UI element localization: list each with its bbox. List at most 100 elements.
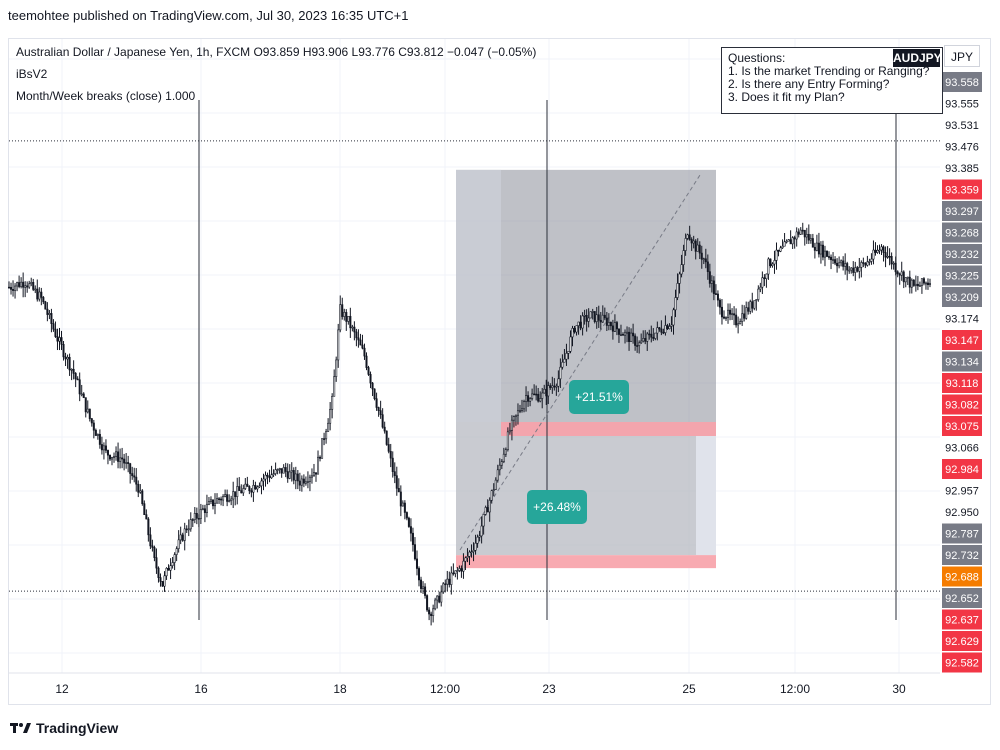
candle-body: [222, 496, 225, 501]
candle-body: [720, 306, 723, 318]
candle-body: [498, 464, 501, 471]
gain-annotation-bubble[interactable]: [569, 380, 629, 414]
candle-body: [102, 445, 105, 451]
candle-body: [407, 517, 410, 527]
candle-body: [801, 229, 804, 232]
gain-annotation-bubble[interactable]: [527, 490, 587, 524]
time-tick-label: 16: [194, 682, 208, 696]
candle-body: [444, 583, 447, 586]
candle-body: [607, 322, 610, 326]
candle-body: [787, 239, 790, 242]
candle-body: [387, 444, 390, 452]
candle-body: [741, 313, 744, 322]
candle-body: [220, 498, 223, 501]
candle-body: [599, 319, 602, 323]
candle-body: [310, 475, 313, 478]
candle-body: [244, 483, 247, 489]
currency-button[interactable]: JPY: [944, 45, 980, 67]
candle-body: [518, 409, 522, 412]
candle-body: [789, 239, 792, 245]
candle-body: [700, 252, 703, 260]
stop-loss-zone-1[interactable]: [501, 422, 716, 436]
candle-body: [533, 393, 536, 396]
candle-body: [880, 246, 883, 251]
price-label: 93.066: [945, 443, 979, 455]
candle-body: [399, 491, 402, 507]
candle-body: [7, 286, 11, 289]
candle-body: [684, 238, 687, 251]
candle-body: [438, 595, 441, 603]
candle-body: [226, 494, 229, 502]
candle-body: [361, 344, 364, 349]
candle-body: [349, 315, 352, 329]
candle-body: [745, 307, 748, 319]
candle-body: [179, 534, 182, 541]
indicator-legend-ibs[interactable]: iBsV2: [16, 67, 48, 81]
candle-body: [488, 500, 491, 513]
candle-body: [858, 267, 861, 272]
candle-body: [476, 536, 479, 544]
candle-body: [177, 539, 180, 549]
candle-body: [54, 328, 57, 337]
candle-body: [250, 490, 253, 493]
candle-body: [242, 488, 245, 494]
candle-body: [238, 486, 241, 491]
candle-body: [848, 269, 851, 272]
price-label: 92.984: [945, 464, 979, 476]
candle-body: [474, 542, 477, 551]
candle-body: [38, 291, 41, 300]
trend-line[interactable]: [459, 174, 701, 551]
candle-body: [88, 408, 91, 419]
tradingview-footer[interactable]: TradingView: [10, 720, 118, 736]
candle-body: [26, 285, 29, 288]
candle-body: [573, 327, 576, 333]
price-label-bg: [942, 416, 982, 436]
candle-body: [619, 334, 622, 336]
candle-body: [860, 262, 863, 268]
price-label: 92.732: [945, 550, 979, 562]
indicator-legend-breaks[interactable]: Month/Week breaks (close) 1.000: [16, 89, 196, 103]
candle-body: [209, 499, 212, 502]
candle-body: [601, 314, 604, 323]
candle-body: [609, 322, 612, 327]
candle-body: [527, 395, 530, 402]
candle-body: [117, 451, 120, 462]
candle-body: [409, 526, 412, 534]
candle-body: [137, 483, 140, 493]
candle-body: [749, 301, 752, 312]
questions-title: Questions:: [728, 51, 786, 65]
candle-body: [539, 398, 542, 402]
price-label: 93.531: [945, 120, 979, 132]
candle-body: [652, 336, 655, 339]
candle-body: [24, 285, 27, 288]
candle-body: [694, 240, 697, 252]
candle-body: [854, 267, 857, 273]
candle-body: [460, 568, 463, 572]
candle-body: [821, 244, 824, 258]
stop-loss-zone-2[interactable]: [456, 555, 716, 569]
question-3: 3. Does it fit my Plan?: [728, 90, 845, 104]
position-tool-profit-zone-left: [456, 169, 501, 422]
candle-body: [529, 398, 532, 402]
price-label: 92.787: [945, 529, 979, 541]
candle-body: [296, 473, 299, 482]
candle-body: [838, 262, 841, 267]
candle-body: [276, 469, 279, 471]
candle-body: [127, 462, 130, 464]
price-label-bg: [942, 201, 982, 221]
price-label-bg: [942, 523, 982, 544]
candle-body: [828, 256, 831, 258]
candle-body: [561, 361, 564, 368]
candle-body: [624, 331, 627, 336]
candle-body: [187, 528, 190, 531]
candle-body: [680, 264, 683, 275]
candle-body: [815, 242, 818, 251]
candle-body: [791, 237, 794, 245]
candle-body: [104, 445, 107, 451]
candle-body: [922, 278, 925, 284]
candle-body: [52, 323, 55, 330]
candle-body: [442, 583, 445, 593]
candle-body: [593, 311, 596, 322]
candle-body: [811, 238, 814, 248]
